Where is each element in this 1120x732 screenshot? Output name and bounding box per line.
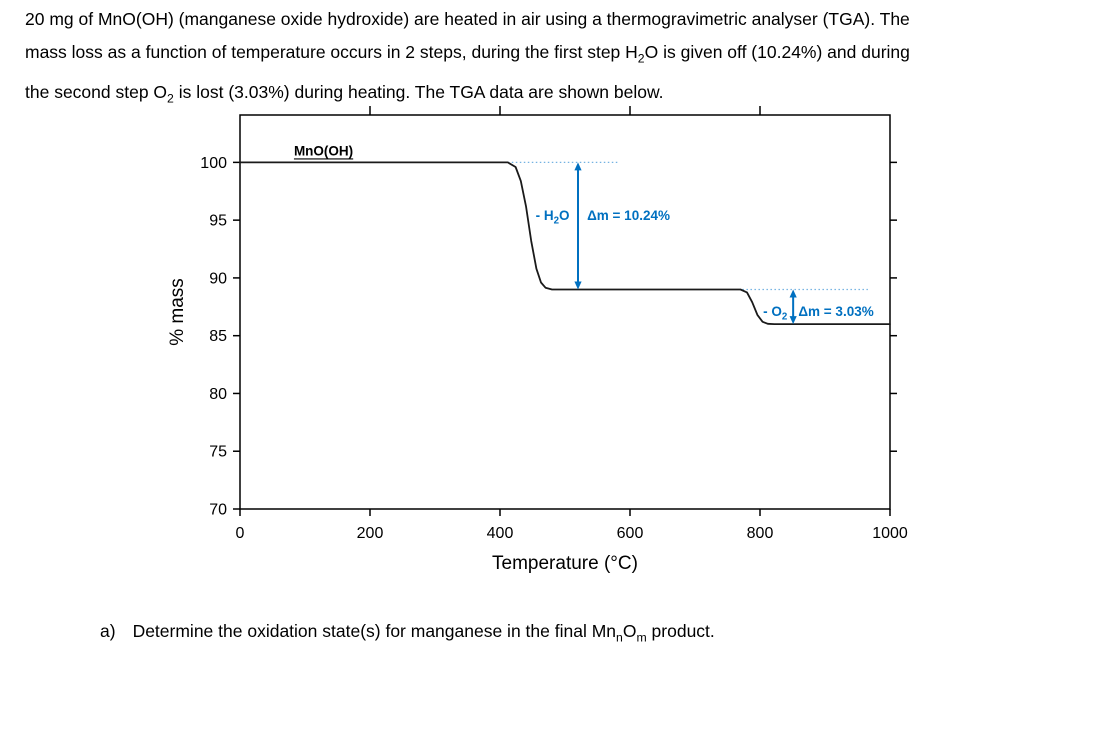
delta-m1-label: Δm = 10.24% bbox=[587, 208, 670, 223]
question-label: a) bbox=[100, 621, 116, 641]
tga-chart: 0 200 400 600 800 1000 70 75 80 85 90 95 100 Temperat… bbox=[167, 106, 908, 574]
x-tick-label: 600 bbox=[617, 525, 644, 542]
h2o-loss-label: - H2O bbox=[536, 208, 570, 227]
tga-curve bbox=[239, 161, 891, 325]
y-tick-label: 100 bbox=[200, 155, 227, 172]
x-tick-label: 0 bbox=[236, 525, 245, 542]
problem-text-line-1: 20 mg of MnO(OH) (manganese oxide hydrox… bbox=[25, 9, 910, 29]
y-axis-title: % mass bbox=[167, 278, 188, 346]
y-tick-label: 80 bbox=[209, 386, 227, 403]
arrowhead-up bbox=[789, 289, 797, 298]
y-tick-label: 75 bbox=[209, 444, 227, 461]
arrowhead-down bbox=[789, 316, 797, 325]
x-tick-label: 200 bbox=[357, 525, 384, 542]
plot-frame bbox=[239, 114, 891, 510]
y-tick-label: 95 bbox=[209, 213, 227, 230]
x-axis-title: Temperature (°C) bbox=[492, 553, 638, 574]
problem-text-line-3: the second step O2 is lost (3.03%) durin… bbox=[25, 81, 664, 106]
y-tick-label: 70 bbox=[209, 502, 227, 519]
o2-loss-label: - O2 bbox=[763, 304, 788, 323]
x-tick-label: 400 bbox=[487, 525, 514, 542]
arrowhead-down bbox=[574, 281, 582, 290]
series-label: MnO(OH) bbox=[294, 143, 353, 158]
x-tick-label: 800 bbox=[747, 525, 774, 542]
arrowhead-up bbox=[574, 162, 582, 171]
x-tick-label: 1000 bbox=[872, 525, 908, 542]
delta-m2-label: Δm = 3.03% bbox=[798, 304, 873, 319]
question-a: a) Determine the oxidation state(s) for … bbox=[100, 621, 715, 645]
problem-text-line-2: mass loss as a function of temperature o… bbox=[25, 42, 910, 66]
y-tick-label: 85 bbox=[209, 328, 227, 345]
question-text: Determine the oxidation state(s) for man… bbox=[132, 621, 715, 645]
problem-statement: 20 mg of MnO(OH) (manganese oxide hydrox… bbox=[25, 3, 1104, 115]
y-tick-label: 90 bbox=[209, 270, 227, 287]
